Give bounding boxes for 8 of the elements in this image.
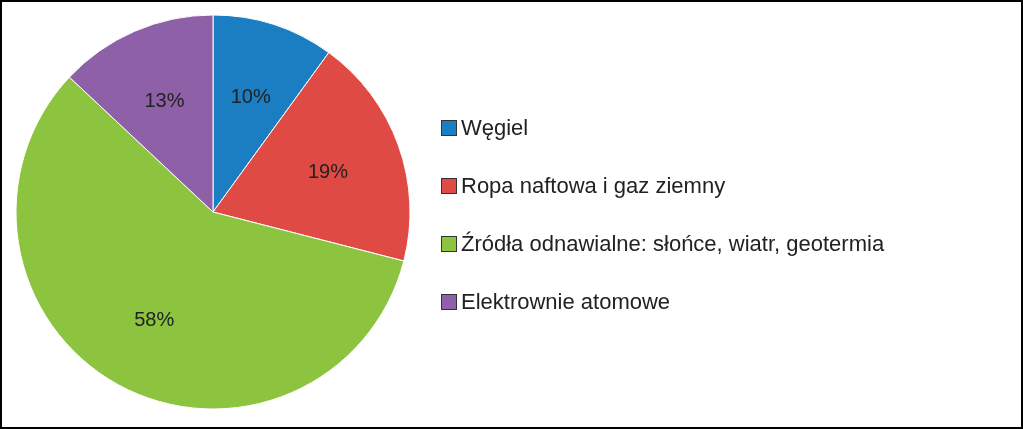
data-label: 10% — [230, 84, 271, 107]
legend-label: Elektrownie atomowe — [461, 288, 671, 315]
data-label: 19% — [307, 159, 349, 182]
data-label: 58% — [134, 308, 175, 331]
legend-label: Ropa naftowa i gaz ziemny — [461, 172, 726, 199]
legend-label: Źródła odnawialne: słońce, wiatr, geotermia — [461, 230, 885, 257]
data-label: 13% — [144, 88, 185, 111]
legend-label: Węgiel — [461, 114, 529, 141]
